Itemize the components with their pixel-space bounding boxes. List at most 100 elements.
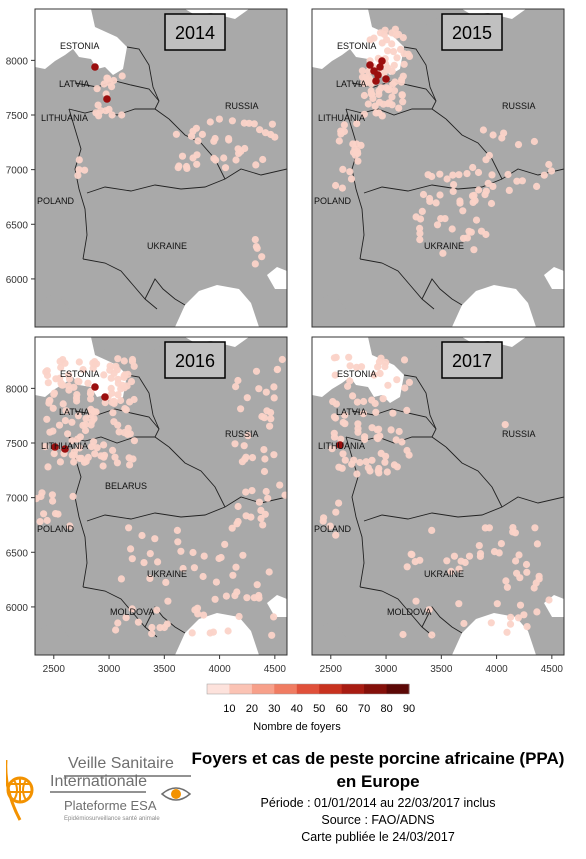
- outbreak-marker: [46, 428, 54, 436]
- x-tick-label: 3000: [98, 664, 121, 675]
- outbreak-marker: [470, 246, 478, 254]
- svg-text:2016: 2016: [175, 351, 215, 371]
- outbreak-marker: [248, 454, 257, 462]
- outbreak-marker: [114, 421, 122, 429]
- outbreak-marker: [104, 74, 112, 82]
- map-title: Foyers et cas de peste porcine africaine…: [191, 749, 565, 768]
- outbreak-marker: [389, 80, 397, 88]
- outbreak-marker: [237, 147, 245, 155]
- outbreak-marker: [377, 449, 385, 457]
- country-border: [445, 446, 503, 508]
- outbreak-marker: [228, 524, 236, 532]
- outbreak-marker: [179, 564, 187, 573]
- outbreak-marker: [262, 487, 270, 496]
- country-border: [86, 496, 287, 522]
- outbreak-marker: [346, 362, 354, 370]
- outbreak-marker: [416, 556, 424, 564]
- outbreak-marker: [112, 362, 120, 370]
- x-tick-label: 2500: [320, 664, 343, 675]
- legend-tick-label: 60: [336, 703, 348, 715]
- outbreak-marker: [346, 168, 354, 176]
- outbreak-marker: [65, 382, 73, 390]
- outbreak-marker: [392, 436, 400, 444]
- legend-swatch: [251, 684, 275, 694]
- outbreak-marker-high: [103, 95, 111, 103]
- outbreak-marker: [530, 137, 538, 146]
- outbreak-marker: [128, 605, 136, 613]
- outbreak-marker: [43, 516, 51, 525]
- y-tick-label: 6000: [6, 275, 29, 286]
- source-text: Source : FAO/ADNS: [321, 813, 435, 827]
- x-tick-label: 3500: [430, 664, 453, 675]
- outbreak-marker: [35, 495, 40, 503]
- outbreak-marker: [504, 170, 512, 179]
- outbreak-marker: [514, 614, 522, 622]
- outbreak-marker: [395, 104, 403, 112]
- outbreak-marker: [401, 384, 409, 392]
- outbreak-marker: [156, 624, 164, 632]
- outbreak-marker: [268, 631, 276, 639]
- outbreak-marker: [503, 583, 511, 591]
- outbreak-marker: [140, 559, 148, 567]
- country-label-poland: POLAND: [314, 524, 352, 534]
- panel-frame: [34, 336, 288, 656]
- y-tick-label: 8000: [6, 384, 29, 395]
- outbreak-marker: [105, 105, 113, 113]
- outbreak-marker: [360, 110, 368, 118]
- outbreak-marker: [514, 141, 523, 149]
- outbreak-marker: [268, 120, 276, 128]
- black-sea: [452, 613, 536, 655]
- outbreak-marker: [182, 162, 191, 171]
- map-title-line2: en Europe: [336, 772, 420, 791]
- outbreak-marker: [258, 253, 266, 261]
- x-tick-label: 4500: [541, 664, 564, 675]
- outbreak-marker: [392, 31, 400, 39]
- outbreak-marker: [503, 628, 511, 636]
- outbreak-marker: [329, 398, 337, 406]
- outbreak-marker: [523, 623, 531, 631]
- outbreak-marker: [189, 127, 197, 135]
- outbreak-marker: [505, 186, 513, 194]
- outbreak-marker: [232, 383, 240, 391]
- outbreak-marker: [125, 524, 133, 532]
- outbreak-marker: [354, 425, 362, 433]
- outbreak-marker: [87, 389, 95, 398]
- outbreak-marker: [221, 540, 229, 548]
- outbreak-marker: [535, 575, 543, 583]
- country-label-belarus: BELARUS: [105, 481, 147, 491]
- outbreak-marker: [80, 458, 88, 466]
- logo-text-line1: Veille Sanitaire: [68, 755, 174, 772]
- outbreak-marker-high: [51, 443, 59, 451]
- period-text: Période : 01/01/2014 au 22/03/2017 inclu…: [260, 796, 496, 810]
- outbreak-marker: [522, 560, 531, 569]
- y-axis-bottom: 8000 7500 7000 6500 6000: [6, 384, 35, 614]
- y-tick-label: 7500: [6, 111, 29, 122]
- outbreak-marker: [364, 464, 372, 472]
- outbreak-marker: [38, 489, 46, 497]
- outbreak-marker: [148, 630, 156, 638]
- outbreak-marker: [403, 563, 411, 571]
- outbreak-marker: [113, 459, 121, 467]
- outbreak-marker: [485, 151, 493, 160]
- outbreak-marker: [502, 577, 510, 585]
- outbreak-marker: [531, 524, 539, 532]
- outbreak-marker: [62, 407, 70, 415]
- outbreak-marker: [130, 362, 138, 370]
- y-tick-label: 7000: [6, 494, 29, 505]
- outbreak-marker: [472, 216, 481, 224]
- outbreak-marker: [234, 376, 242, 385]
- country-border: [168, 118, 226, 180]
- y-tick-label: 6500: [6, 220, 29, 231]
- outbreak-marker: [506, 620, 515, 628]
- outbreak-marker: [341, 420, 349, 428]
- outbreak-marker: [428, 526, 436, 534]
- outbreak-marker: [92, 408, 100, 416]
- outbreak-marker: [533, 540, 541, 548]
- outbreak-marker: [56, 458, 64, 466]
- country-label-latvia: LATVIA: [336, 407, 366, 417]
- outbreak-marker: [523, 568, 531, 576]
- outbreak-marker-high: [382, 75, 390, 83]
- outbreak-marker: [114, 375, 122, 383]
- outbreak-marker: [234, 517, 242, 526]
- country-label-estonia: ESTONIA: [60, 41, 99, 51]
